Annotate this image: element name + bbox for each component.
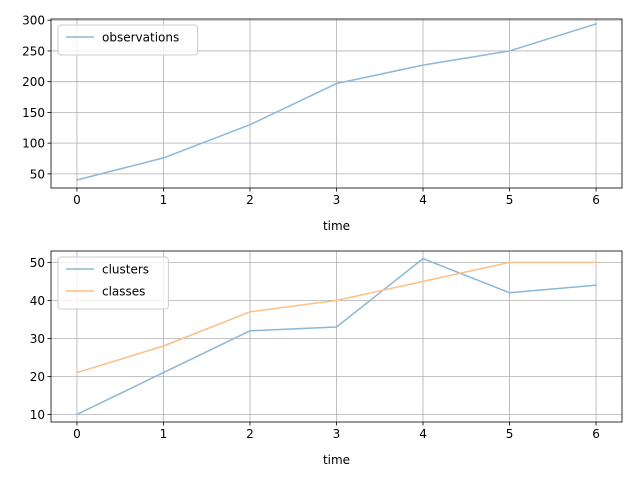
x-tick-label: 0	[73, 427, 81, 441]
x-tick-label: 1	[160, 427, 168, 441]
x-tick-label: 3	[333, 193, 341, 207]
x-tick-label: 0	[73, 193, 81, 207]
y-tick-label: 30	[30, 332, 45, 346]
top-chart: 0 1 2 3 4 5 6 50 100 150 200 250 300 time observations	[22, 14, 623, 233]
series-line-classes	[76, 261, 597, 374]
x-tick-label: 2	[246, 427, 254, 441]
y-tick-label: 200	[22, 75, 45, 89]
series-line-clusters	[75, 257, 597, 416]
x-axis-label: time	[323, 453, 350, 467]
y-tick-label: 50	[30, 167, 45, 181]
x-tick-label: 4	[419, 427, 427, 441]
x-tick-label: 6	[592, 193, 600, 207]
legend-label-classes: classes	[102, 285, 145, 299]
y-tick-label: 300	[22, 14, 45, 28]
x-tick-label: 6	[592, 427, 600, 441]
x-tick-label: 5	[506, 193, 514, 207]
x-axis-label: time	[323, 219, 350, 233]
legend-label-clusters: clusters	[102, 263, 149, 277]
y-tick-label: 10	[30, 408, 45, 422]
legend-label-observations: observations	[102, 31, 179, 45]
y-tick-label: 20	[30, 370, 45, 384]
y-tick-label: 50	[30, 256, 45, 270]
legend-box	[57, 24, 199, 56]
bottom-chart: 0 1 2 3 4 5 6 10 20 30 40 50 time clusters classes	[30, 250, 623, 467]
y-tick-label: 150	[22, 106, 45, 120]
x-tick-label: 2	[246, 193, 254, 207]
y-tick-label: 250	[22, 44, 45, 58]
x-tick-label: 4	[419, 193, 427, 207]
x-tick-label: 1	[160, 193, 168, 207]
y-tick-label: 100	[22, 137, 45, 151]
y-tick-label: 40	[30, 294, 45, 308]
legend-box	[57, 256, 169, 310]
x-tick-label: 3	[333, 427, 341, 441]
series-line-observations	[76, 22, 597, 181]
x-tick-label: 5	[506, 427, 514, 441]
